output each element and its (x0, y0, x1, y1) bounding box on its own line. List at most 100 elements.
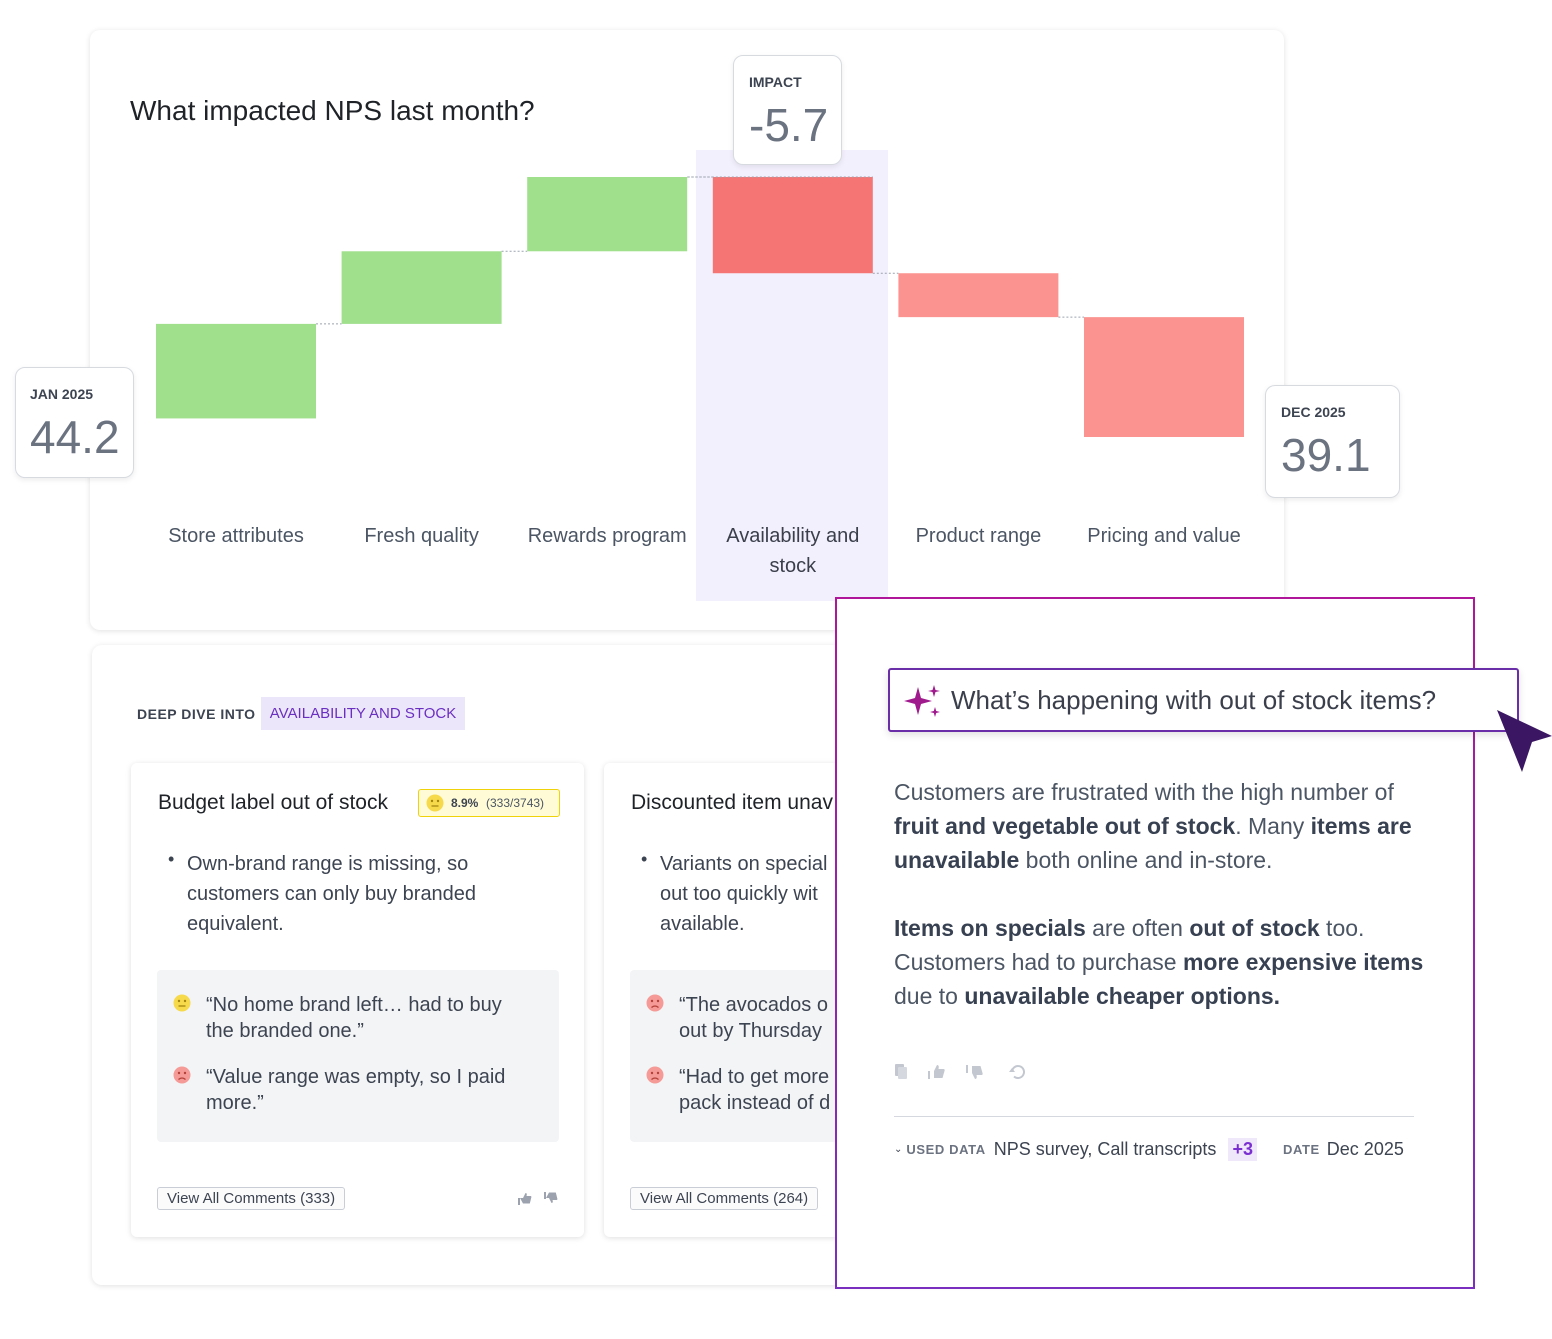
answer-paragraph: Customers are frustrated with the high n… (894, 775, 1434, 877)
mouth (651, 1005, 659, 1009)
bullet-line: Variants on special (660, 853, 828, 875)
question: What’s happening with out of stock items… (951, 685, 1437, 715)
used-data: NPS survey, Call transcripts (993, 1139, 1217, 1159)
eye (430, 799, 434, 803)
quote-line: “Value range was empty, so I paid (206, 1066, 506, 1088)
start-label: JAN 2025 (30, 386, 94, 402)
text: too. Customers had to purchase (894, 915, 1365, 975)
answer-paragraph: Items on specials are often out of stock… (894, 911, 1434, 1013)
quote-line: the branded one.” (206, 1020, 364, 1042)
badge-count: (333/3743) (486, 796, 545, 810)
dislike-icon[interactable] (966, 1065, 983, 1079)
text: both online and in-store. (1019, 847, 1273, 873)
category-label: Rewards program (527, 525, 687, 547)
bullet-dot: • (641, 849, 648, 869)
end-label: DEC 2025 (1281, 404, 1346, 420)
date: Dec 2025 (1326, 1139, 1404, 1159)
bar (156, 323, 316, 419)
quote-box: “No home brand left… had to buy the brand… (157, 970, 559, 1142)
eye (656, 999, 660, 1003)
end-value: 39.1 (1281, 429, 1371, 481)
date-label: DATE (1282, 1142, 1320, 1157)
quote-line: “No home brand left… had to buy (206, 994, 502, 1016)
bar (712, 177, 873, 274)
emoji-neutral (173, 994, 191, 1012)
text: . Many (1235, 813, 1311, 839)
emoji-sad (173, 1066, 191, 1084)
category-label: Product range (915, 525, 1042, 547)
bar (898, 273, 1059, 318)
quote-line: more.” (206, 1092, 264, 1114)
text: Customers are frustrated with the high n… (894, 779, 1394, 805)
category-label: Fresh quality (364, 525, 479, 547)
quote-line: out by Thursday (679, 1020, 823, 1042)
eye (436, 799, 440, 803)
like-icon (518, 1193, 532, 1205)
bullet-line: available. (660, 913, 745, 935)
emphasis: out of stock (1189, 915, 1320, 941)
bullet-line: customers can only buy branded (187, 883, 477, 905)
badge-percent: 8.9% (451, 796, 479, 810)
bar (527, 177, 688, 252)
answer: Customers are frustrated with the high n… (894, 775, 1434, 1047)
card-title: Budget label out of stock (158, 791, 388, 814)
eye (650, 999, 654, 1003)
emoji-sad (646, 1066, 664, 1084)
bullet-line: out too quickly wit (660, 883, 818, 905)
regenerate-icon[interactable] (1011, 1065, 1025, 1080)
category-label: Pricing and value (1087, 525, 1241, 547)
deep-dive-label: DEEP DIVE INTO (137, 706, 256, 722)
feedback-icons (895, 1064, 1025, 1080)
emoji-sad (646, 994, 664, 1012)
start-callout: JAN 2025 44.2 (15, 367, 134, 478)
end-callout: DEC 2025 39.1 (1265, 385, 1400, 498)
view-comments-button[interactable]: View All Comments (264) (630, 1187, 819, 1210)
chart (156, 176, 1244, 437)
text: due to (894, 983, 965, 1009)
card-feedback-icons (518, 1192, 558, 1205)
bar (341, 251, 502, 324)
bullet-line: Own-brand range is missing, so (187, 853, 469, 875)
face (646, 1066, 664, 1084)
comment-card: Budget label out of stock 8.9% (333/3743) •… (131, 763, 584, 1237)
sources: ⌄ USED DATA NPS survey, Call transcripts… (894, 1138, 1404, 1161)
sparkle-icon (904, 685, 940, 717)
emphasis: fruit and vegetable out of stock (894, 813, 1236, 839)
quote-line: “Had to get more (679, 1066, 830, 1088)
text: are often (1085, 915, 1190, 941)
mouth (178, 1077, 186, 1081)
emphasis: more expensive items (1182, 949, 1424, 975)
eye (183, 1071, 187, 1075)
quote-line: “The avocados o (679, 994, 828, 1016)
mouth (651, 1077, 659, 1081)
bar (1084, 317, 1244, 437)
category-label: Availability and stock (726, 525, 860, 577)
divider (894, 1116, 1414, 1117)
more-sources[interactable]: +3 (1228, 1138, 1257, 1161)
impact-callout: IMPACT -5.7 (733, 55, 842, 165)
eye (177, 999, 181, 1003)
used-data-label[interactable]: USED DATA (906, 1142, 986, 1157)
view-comments-button[interactable]: View All Comments (333) (157, 1187, 346, 1210)
like-icon[interactable] (928, 1065, 945, 1079)
start-value: 44.2 (30, 411, 120, 463)
face (646, 994, 664, 1012)
impact-label: IMPACT (749, 74, 802, 90)
deep-dive-topic: AVAILABILITY AND STOCK (261, 697, 465, 730)
badge: 8.9% (333/3743) (418, 789, 560, 817)
category-label: Store attributes (168, 525, 304, 547)
bullet-line: equivalent. (187, 913, 284, 935)
face (173, 994, 191, 1012)
eye (656, 1071, 660, 1075)
cursor (1497, 710, 1552, 772)
dislike-icon (544, 1192, 558, 1203)
eye (183, 999, 187, 1003)
face (426, 794, 444, 812)
question-box[interactable]: What’s happening with out of stock items… (888, 668, 1519, 732)
impact-value: -5.7 (749, 99, 829, 151)
emphasis: unavailable cheaper options. (964, 983, 1281, 1009)
emphasis: Items on specials (894, 915, 1086, 941)
card-title: Discounted item unav (631, 791, 833, 814)
bullet-dot: • (168, 849, 175, 869)
